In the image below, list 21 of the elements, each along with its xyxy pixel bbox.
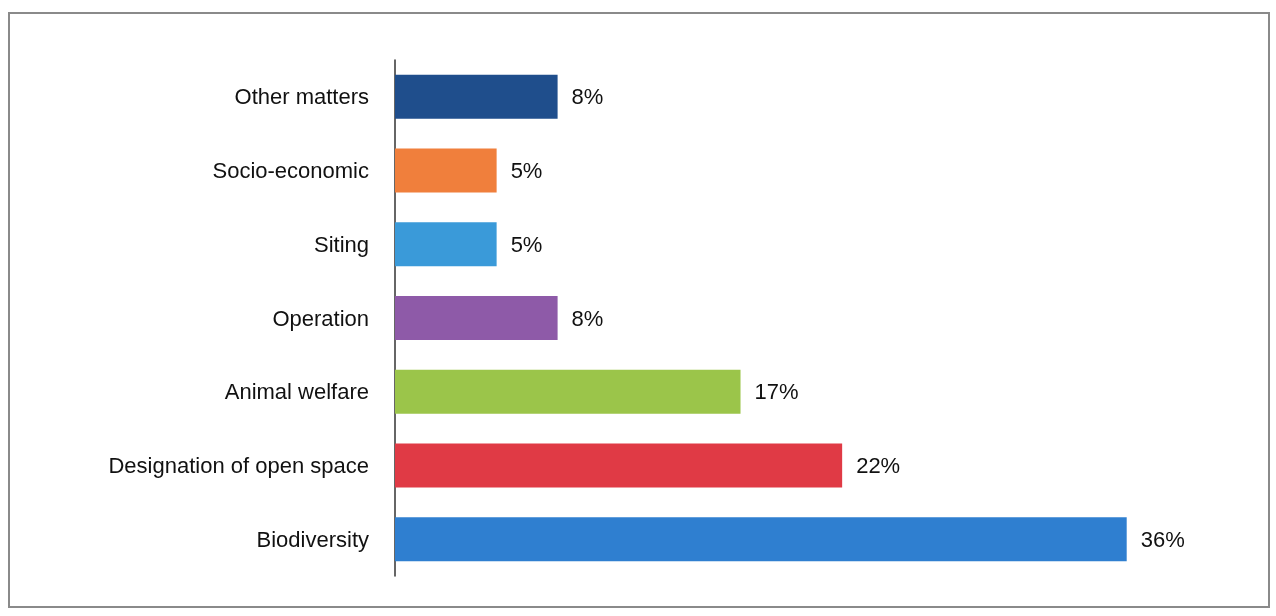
- y-tick-label: Designation of open space: [108, 452, 369, 478]
- bar: [395, 517, 1127, 562]
- bar: [395, 148, 497, 193]
- data-label: 5%: [510, 231, 543, 257]
- data-label: 8%: [571, 84, 604, 110]
- bar: [395, 296, 558, 340]
- y-tick-label: Other matters: [234, 84, 369, 110]
- bar: [395, 369, 741, 414]
- y-tick-label: Biodiversity: [256, 526, 369, 552]
- data-label: 36%: [1140, 526, 1185, 552]
- data-label: 5%: [510, 158, 543, 184]
- bar: [395, 443, 843, 488]
- bar: [395, 222, 497, 267]
- y-tick-label: Animal welfare: [224, 379, 369, 405]
- data-label: 17%: [754, 379, 799, 405]
- y-tick-label: Operation: [272, 305, 369, 331]
- y-tick-label: Siting: [313, 231, 369, 257]
- y-tick-label: Socio-economic: [212, 158, 369, 184]
- data-label: 8%: [571, 305, 604, 331]
- bar: [395, 74, 558, 119]
- data-label: 22%: [856, 452, 901, 478]
